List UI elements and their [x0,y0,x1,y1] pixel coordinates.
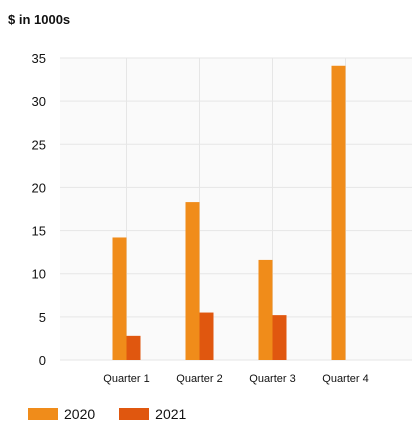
y-tick-label: 20 [32,180,46,195]
y-tick-label: 25 [32,137,46,152]
x-tick-label: Quarter 2 [176,373,222,385]
bar-2020-quarter-2[interactable] [185,202,200,360]
bar-2021-quarter-3[interactable] [272,315,287,360]
legend-swatch-2020 [28,408,58,420]
x-axis-labels: Quarter 1 Quarter 2 Quarter 3 Quarter 4 [103,373,368,385]
x-tick-label: Quarter 1 [103,373,149,385]
y-tick-label: 10 [32,267,46,282]
legend-item-2020[interactable]: 2020 [28,406,95,422]
legend-label-2020: 2020 [64,406,96,422]
legend-swatch-2021 [119,408,150,420]
y-tick-label: 35 [32,51,46,66]
legend-item-2021[interactable]: 2021 [119,406,186,422]
bar-2020-quarter-1[interactable] [112,237,127,360]
legend-label-2021: 2021 [155,406,187,422]
bar-2020-quarter-3[interactable] [258,259,273,360]
y-tick-label: 15 [32,224,46,239]
x-tick-label: Quarter 4 [322,373,368,385]
x-tick-label: Quarter 3 [249,373,295,385]
y-axis-ticks: 0 5 10 15 20 25 30 35 [32,51,46,368]
y-tick-label: 5 [39,310,46,325]
bar-2020-quarter-4[interactable] [331,65,346,360]
bar-2021-quarter-2[interactable] [199,312,214,360]
bars [112,65,346,360]
bar-2021-quarter-1[interactable] [126,335,141,360]
chart-title: $ in 1000s [8,12,71,27]
legend: 2020 2021 [28,406,186,422]
y-tick-label: 0 [39,353,46,368]
y-tick-label: 30 [32,94,46,109]
